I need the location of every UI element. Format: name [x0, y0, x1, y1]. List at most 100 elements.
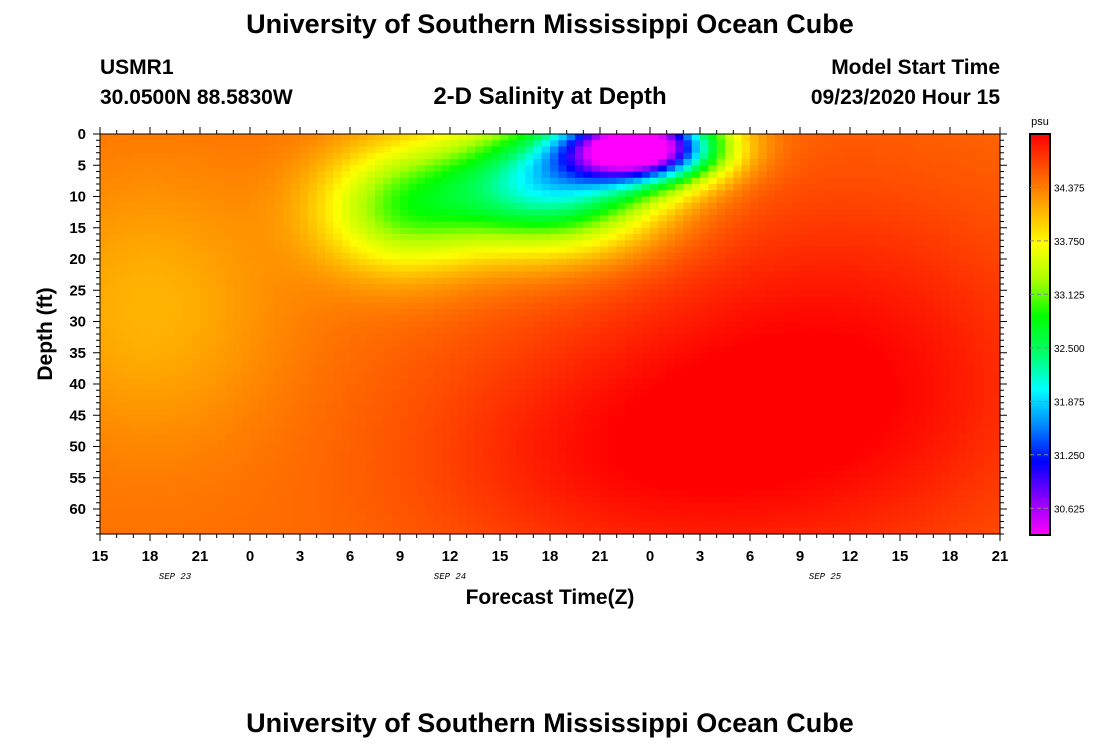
heat-cell	[575, 159, 584, 166]
heat-cell	[308, 309, 318, 316]
heat-cell	[833, 296, 843, 304]
heat-cell	[208, 290, 218, 298]
heat-cell	[491, 196, 501, 204]
heat-cell	[658, 415, 668, 423]
heat-cell	[741, 290, 751, 298]
heat-cell	[433, 140, 443, 148]
heat-cell	[625, 309, 634, 316]
heat-cell	[825, 152, 834, 160]
heat-cell	[941, 234, 951, 241]
heat-cell	[525, 365, 534, 373]
heat-cell	[383, 209, 393, 216]
heat-cell	[708, 252, 718, 260]
heat-cell	[466, 190, 476, 198]
heat-cell	[783, 252, 793, 260]
heat-cell	[600, 177, 609, 185]
heat-cell	[975, 290, 984, 298]
heat-cell	[625, 202, 634, 210]
heat-cell	[566, 271, 576, 279]
heat-cell	[616, 284, 626, 291]
heat-cell	[850, 259, 859, 266]
heat-cell	[383, 271, 393, 279]
heat-cell	[400, 277, 409, 285]
heat-cell	[966, 302, 976, 310]
heat-cell	[600, 390, 609, 398]
heat-cell	[600, 165, 609, 173]
heat-cell	[141, 377, 151, 385]
heat-cell	[850, 346, 859, 354]
heat-cell	[783, 315, 793, 323]
heat-cell	[375, 202, 384, 210]
heat-cell	[483, 365, 493, 373]
heat-cell	[316, 234, 326, 241]
heat-cell	[208, 265, 218, 273]
heat-cell	[650, 246, 659, 254]
heat-cell	[650, 234, 659, 241]
heat-cell	[425, 152, 434, 160]
heat-cell	[141, 277, 151, 285]
heat-cell	[383, 327, 393, 335]
heat-cell	[683, 215, 693, 223]
heat-cell	[216, 146, 226, 154]
heat-cell	[458, 234, 468, 241]
heat-cell	[358, 384, 368, 391]
heat-cell	[958, 259, 968, 266]
heat-cell	[350, 227, 359, 235]
heat-cell	[700, 359, 709, 366]
heat-cell	[700, 390, 709, 398]
heat-cell	[550, 409, 559, 416]
heat-cell	[775, 152, 784, 160]
heat-cell	[108, 252, 118, 260]
heat-cell	[291, 384, 301, 391]
heat-cell	[366, 202, 376, 210]
heat-cell	[350, 171, 359, 179]
heat-cell	[875, 271, 884, 279]
heat-cell	[341, 202, 351, 210]
heat-cell	[433, 184, 443, 191]
heat-cell	[408, 371, 418, 379]
heat-cell	[966, 384, 976, 391]
heat-cell	[658, 340, 668, 348]
heat-cell	[125, 340, 134, 348]
heat-cell	[183, 409, 193, 416]
heat-cell	[200, 140, 209, 148]
heat-cell	[991, 165, 1001, 173]
heat-cell	[333, 321, 343, 329]
heat-cell	[391, 227, 401, 235]
heat-cell	[925, 240, 934, 248]
heat-cell	[216, 209, 226, 216]
heat-cell	[208, 252, 218, 260]
heat-cell	[433, 252, 443, 260]
heat-cell	[200, 309, 209, 316]
heat-cell	[625, 340, 634, 348]
heat-cell	[500, 352, 509, 360]
heat-cell	[983, 377, 993, 385]
heat-cell	[925, 165, 934, 173]
heat-cell	[583, 390, 593, 398]
heat-cell	[158, 321, 168, 329]
heat-cell	[933, 152, 943, 160]
heat-cell	[908, 409, 918, 416]
heat-cell	[275, 384, 284, 391]
heat-cell	[333, 334, 343, 341]
heat-cell	[858, 265, 868, 273]
heat-cell	[866, 134, 876, 141]
heat-cell	[850, 271, 859, 279]
heat-cell	[716, 290, 726, 298]
heat-cell	[466, 259, 476, 266]
heat-cell	[250, 340, 259, 348]
heat-cell	[358, 271, 368, 279]
heat-cell	[491, 309, 501, 316]
heat-cell	[150, 302, 159, 310]
heat-cell	[783, 309, 793, 316]
heat-cell	[266, 240, 276, 248]
heat-cell	[975, 415, 984, 423]
heat-cell	[800, 152, 809, 160]
heat-cell	[116, 396, 126, 404]
heat-cell	[608, 334, 618, 341]
heat-cell	[508, 177, 518, 185]
heat-cell	[333, 277, 343, 285]
heat-cell	[716, 396, 726, 404]
heat-cell	[258, 221, 268, 229]
heat-cell	[383, 296, 393, 304]
